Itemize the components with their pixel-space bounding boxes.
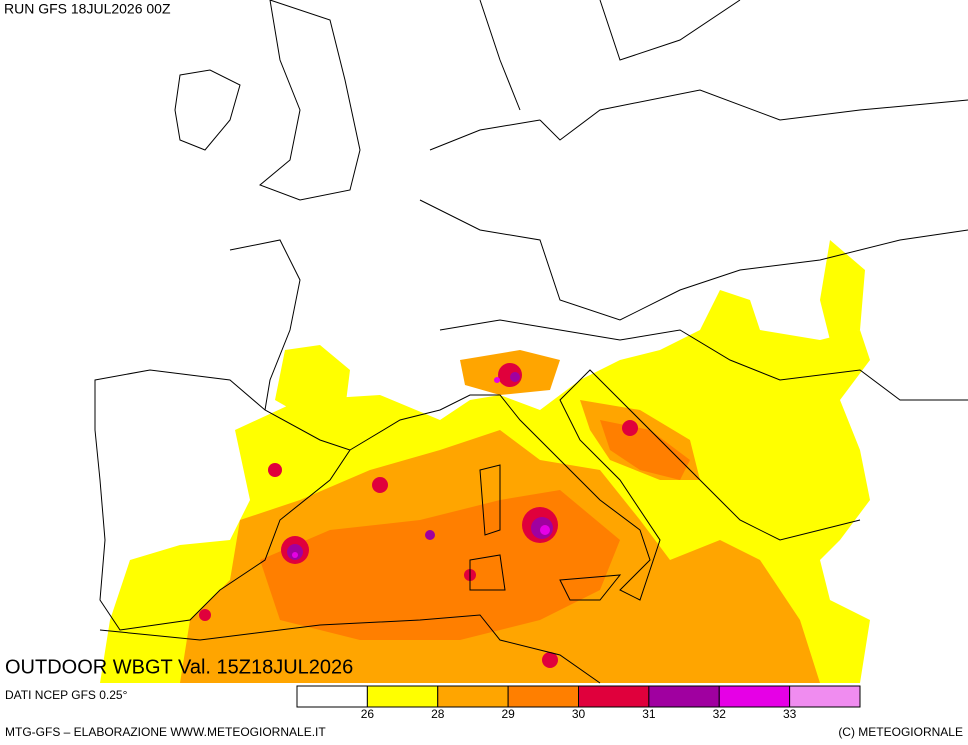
colorbar-box: [789, 685, 861, 708]
colorbar-box: [578, 685, 650, 708]
source-label: DATI NCEP GFS 0.25°: [5, 688, 128, 702]
colorbar-box: [718, 685, 791, 708]
footer-left: MTG-GFS – ELABORAZIONE WWW.METEOGIORNALE…: [5, 725, 326, 739]
colorbar-box: [648, 685, 720, 708]
colorbar-tick-label: 28: [431, 707, 445, 721]
colorbar-box: [296, 685, 368, 708]
footer-right: (C) METEOGIORNALE: [838, 725, 963, 739]
colorbar-tick-label: 26: [361, 707, 375, 721]
field-28: [820, 240, 865, 340]
colorbar: 26 28 29 30 31 32 33: [296, 685, 861, 721]
map-title: OUTDOOR WBGT Val. 15Z18JUL2026: [5, 656, 353, 678]
colorbar-tick-label: 33: [783, 707, 797, 721]
colorbar-tick-label: 32: [713, 707, 727, 721]
map: [94, 0, 968, 684]
colorbar-box: [366, 685, 439, 708]
coastlines: [94, 0, 968, 684]
colorbar-box: [437, 685, 509, 708]
colorbar-box: [507, 685, 579, 708]
colorbar-tick-label: 30: [572, 707, 586, 721]
colorbar-tick-label: 31: [642, 707, 656, 721]
field-28: [275, 345, 350, 420]
colorbar-tick-label: 29: [501, 707, 515, 721]
field-33: [292, 377, 550, 558]
field-30: [600, 420, 690, 480]
run-label: RUN GFS 18JUL2026 00Z: [4, 1, 171, 17]
